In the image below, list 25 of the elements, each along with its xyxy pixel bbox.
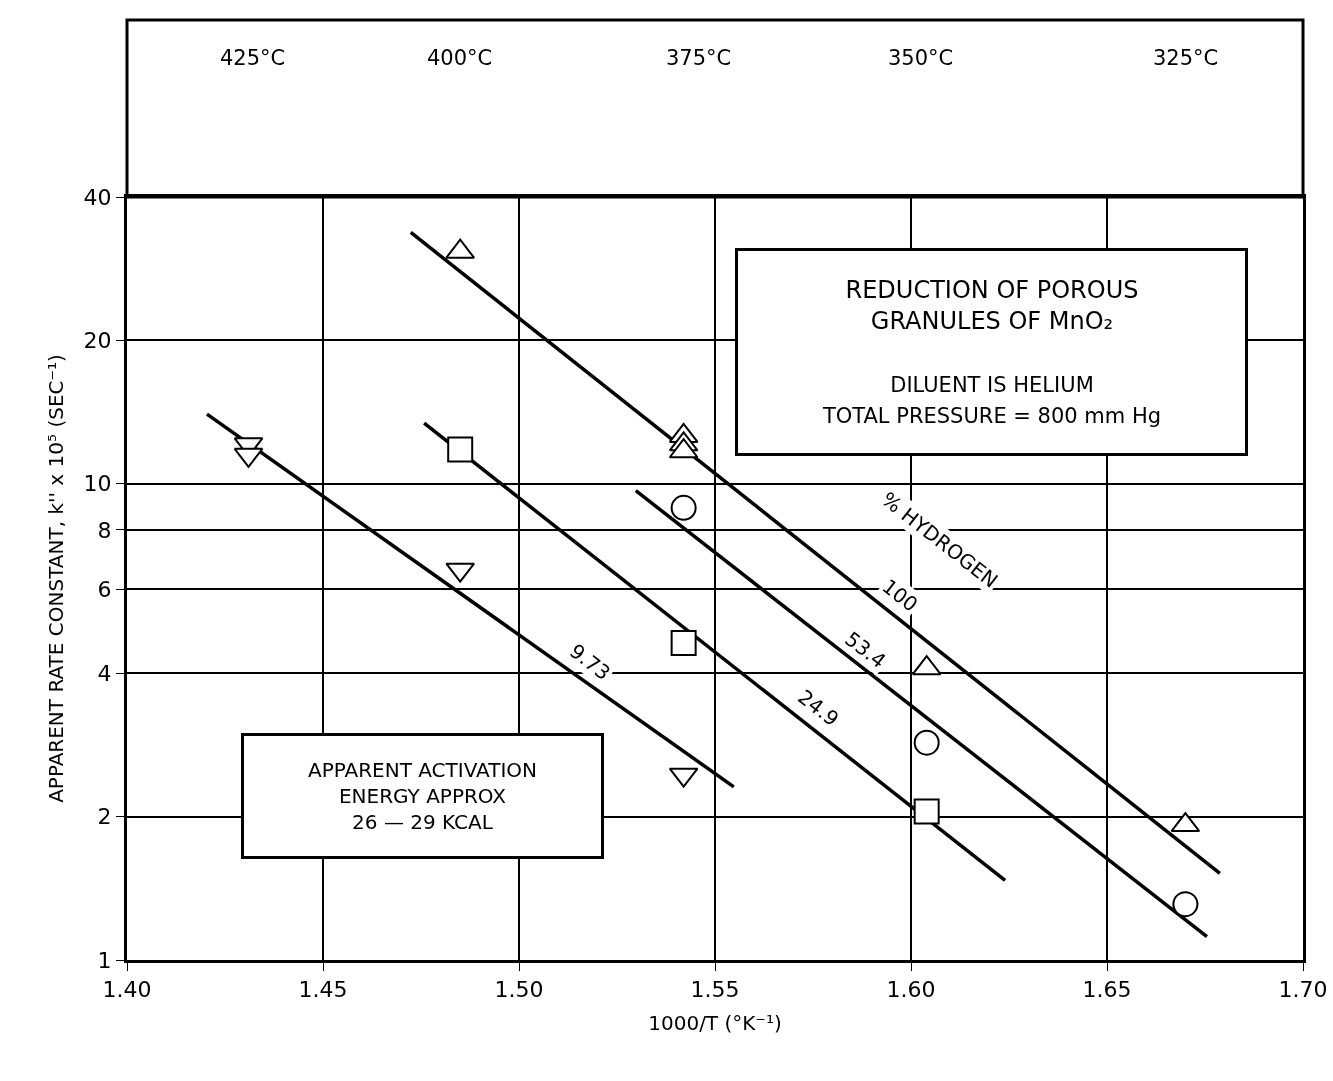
x-tick-label: 1.65: [1082, 977, 1132, 1003]
y-tick-label: 6: [97, 577, 112, 603]
y-tick-label: 40: [83, 184, 112, 210]
text: 325°C: [1153, 46, 1219, 70]
x-tick-label: 1.60: [886, 977, 936, 1003]
text: 375°C: [666, 46, 732, 70]
y-tick-label: 20: [83, 328, 112, 354]
y-axis-title: APPARENT RATE CONSTANT, k'' x 10⁵ (SEC⁻¹): [44, 354, 69, 803]
y-tick-label: 8: [97, 517, 112, 543]
y-tick-label: 2: [97, 804, 112, 830]
text: 400°C: [427, 46, 493, 70]
x-axis-title: 1000/T (°K⁻¹): [648, 1010, 782, 1035]
x-tick-label: 1.40: [102, 977, 152, 1003]
y-tick-label: 1: [97, 947, 112, 973]
text: 350°C: [888, 46, 954, 70]
x-tick-label: 1.50: [494, 977, 544, 1003]
x-tick-label: 1.45: [298, 977, 348, 1003]
annotation: DILUENT IS HELIUM TOTAL PRESSURE = 800 mm Hg: [821, 372, 1162, 428]
y-tick-label: 10: [83, 471, 112, 497]
x-tick-label: 1.70: [1278, 977, 1328, 1003]
x-tick-label: 1.55: [690, 977, 740, 1003]
text: 425°C: [220, 46, 286, 70]
annotation: REDUCTION OF POROUS GRANULES OF MnO₂: [845, 276, 1139, 336]
annotation: APPARENT ACTIVATION ENERGY APPROX 26 — 29 KCAL: [307, 758, 538, 834]
y-tick-label: 4: [97, 660, 112, 686]
